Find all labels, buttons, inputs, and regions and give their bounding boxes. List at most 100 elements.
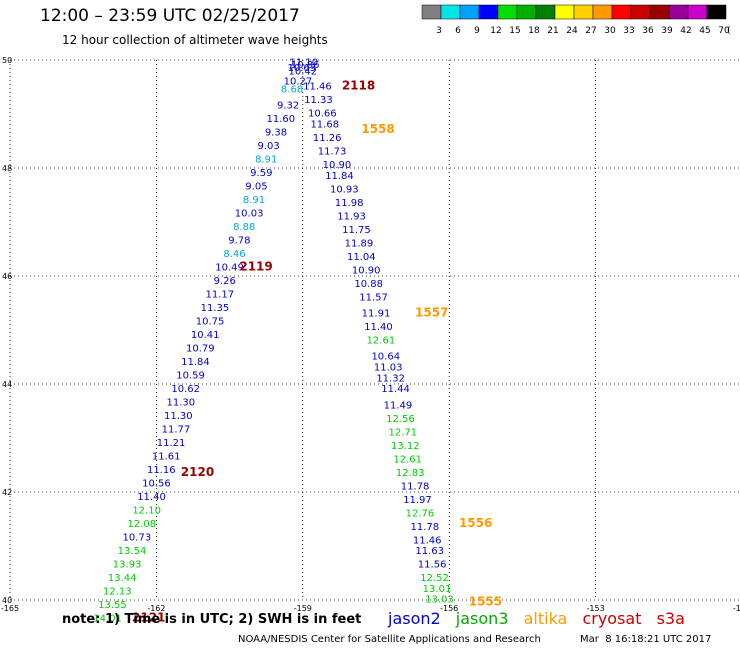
wave-height-value: 11.73: [318, 147, 347, 158]
wave-height-value: 10.93: [330, 184, 359, 195]
wave-height-value: 11.56: [418, 560, 447, 571]
wave-height-value: 10.64: [371, 352, 400, 363]
wave-height-value: 8.91: [243, 195, 265, 206]
wave-height-value: 11.98: [335, 198, 364, 209]
wave-height-value: 12.76: [406, 508, 435, 519]
legend-label: 3: [436, 26, 442, 36]
wave-height-value: 12.52: [420, 573, 449, 584]
wave-height-value: 12.13: [103, 587, 132, 598]
lat-tick-label: 50: [2, 56, 12, 65]
satellite-cryosat: cryosat: [582, 609, 642, 628]
wave-height-value: 11.40: [364, 322, 393, 333]
legend-label: 70: [718, 26, 730, 36]
wave-height-value: 10.86: [291, 60, 320, 71]
satellite-jason2: jason2: [388, 609, 441, 628]
satellite-jason3: jason3: [455, 609, 509, 628]
wave-height-value: 13.55: [98, 600, 127, 611]
wave-height-value: 10.62: [171, 384, 200, 395]
wave-height-value: 10.73: [123, 533, 152, 544]
wave-height-value: 11.75: [342, 225, 371, 236]
page-title: 12:00 – 23:59 UTC 02/25/2017: [40, 6, 300, 26]
wave-height-value: 9.59: [250, 168, 272, 179]
footer-notes: note: 1) Time is in UTC; 2) SWH is in fe…: [62, 612, 362, 627]
legend-label: 30: [604, 26, 616, 36]
wave-height-value: 11.03: [374, 363, 403, 374]
wave-height-value: 11.35: [201, 303, 230, 314]
legend-label: 6: [455, 26, 461, 36]
wave-height-value: 11.78: [410, 522, 439, 533]
credit-line: NOAA/NESDIS Center for Satellite Applica…: [238, 634, 541, 645]
wave-height-value: 11.46: [303, 82, 332, 93]
wave-height-value: 10.03: [235, 209, 264, 220]
lon-tick-label: -159: [294, 604, 312, 613]
wave-height-value: 11.46: [413, 535, 442, 546]
wave-height-value: 8.68: [281, 84, 303, 95]
wave-height-value: 13.44: [108, 573, 137, 584]
wave-height-value: 11.30: [164, 411, 193, 422]
wave-height-value: 11.60: [267, 114, 296, 125]
wave-height-value: 11.40: [137, 492, 166, 503]
legend-label: 27: [585, 26, 596, 36]
lon-tick-label: -156: [440, 604, 458, 613]
wave-height-value: 8.46: [223, 249, 245, 260]
wave-height-value: 11.97: [403, 495, 432, 506]
wave-height-value: 9.32: [277, 101, 299, 112]
wave-height-value: 9.38: [265, 128, 287, 139]
legend-label: 9: [474, 26, 480, 36]
lon-tick-label: -165: [1, 604, 19, 613]
wave-height-value: 10.27: [284, 76, 313, 87]
wave-height-value: 13.93: [113, 560, 142, 571]
legend-label: 24: [566, 26, 578, 36]
wave-height-value: 12.08: [127, 519, 156, 530]
wave-height-value: 10.41: [191, 330, 220, 341]
wave-height-value: 10.79: [186, 344, 215, 355]
lat-tick-label: 46: [2, 272, 12, 281]
wave-height-value: 11.10: [289, 57, 318, 68]
wave-height-value: 11.61: [152, 452, 181, 463]
wave-height-value: 11.57: [359, 292, 388, 303]
wave-height-value: 11.84: [325, 171, 354, 182]
pass-time-label: 1556: [459, 516, 492, 530]
wave-height-value: 10.75: [196, 317, 225, 328]
wave-height-value: 8.88: [233, 222, 255, 233]
wave-height-value: 9.26: [214, 276, 236, 287]
wave-height-value: 13.54: [118, 546, 147, 557]
wave-height-value: 13.03: [425, 595, 454, 606]
legend-label: 33: [623, 26, 634, 36]
legend-label: 39: [661, 26, 673, 36]
wave-height-value: 11.84: [181, 357, 210, 368]
wave-height-value: 12.61: [367, 336, 396, 347]
wave-height-value: 9.78: [228, 236, 250, 247]
wave-height-value: 11.91: [362, 309, 391, 320]
lat-tick-label: 44: [2, 380, 12, 389]
wave-height-value: 10.66: [308, 109, 337, 120]
legend-unit: (ft): [727, 26, 730, 36]
wave-height-value: 10.63: [288, 63, 317, 74]
wave-height-value: 12.71: [389, 427, 418, 438]
wave-height-value: 10.90: [352, 265, 381, 276]
wave-height-value: 11.17: [206, 290, 235, 301]
wave-height-value: 12.61: [393, 454, 422, 465]
generation-timestamp: Mar 8 16:18:21 UTC 2017: [580, 634, 712, 645]
wave-height-value: 10.90: [323, 160, 352, 171]
wave-height-value: 11.63: [415, 546, 444, 557]
wave-height-value: 11.16: [147, 465, 176, 476]
legend-label: 45: [699, 26, 710, 36]
wave-height-value: 11.77: [162, 425, 191, 436]
wave-height-value: 11.26: [313, 133, 342, 144]
satellite-s3a: s3a: [656, 609, 685, 628]
page-subtitle: 12 hour collection of altimeter wave hei…: [62, 33, 328, 47]
wave-height-value: 11.89: [345, 238, 374, 249]
legend-label: 36: [642, 26, 654, 36]
wave-height-value: 11.44: [381, 384, 410, 395]
legend-swatch: [706, 4, 727, 20]
wave-height-value: 11.33: [304, 95, 333, 106]
wave-height-value: 11.21: [157, 438, 186, 449]
legend-label: 12: [490, 26, 501, 36]
wave-height-value: 9.05: [245, 182, 267, 193]
wave-height-value: 11.04: [347, 252, 376, 263]
wave-height-value: 12.10: [132, 506, 161, 517]
wave-height-value: 12.83: [396, 468, 425, 479]
